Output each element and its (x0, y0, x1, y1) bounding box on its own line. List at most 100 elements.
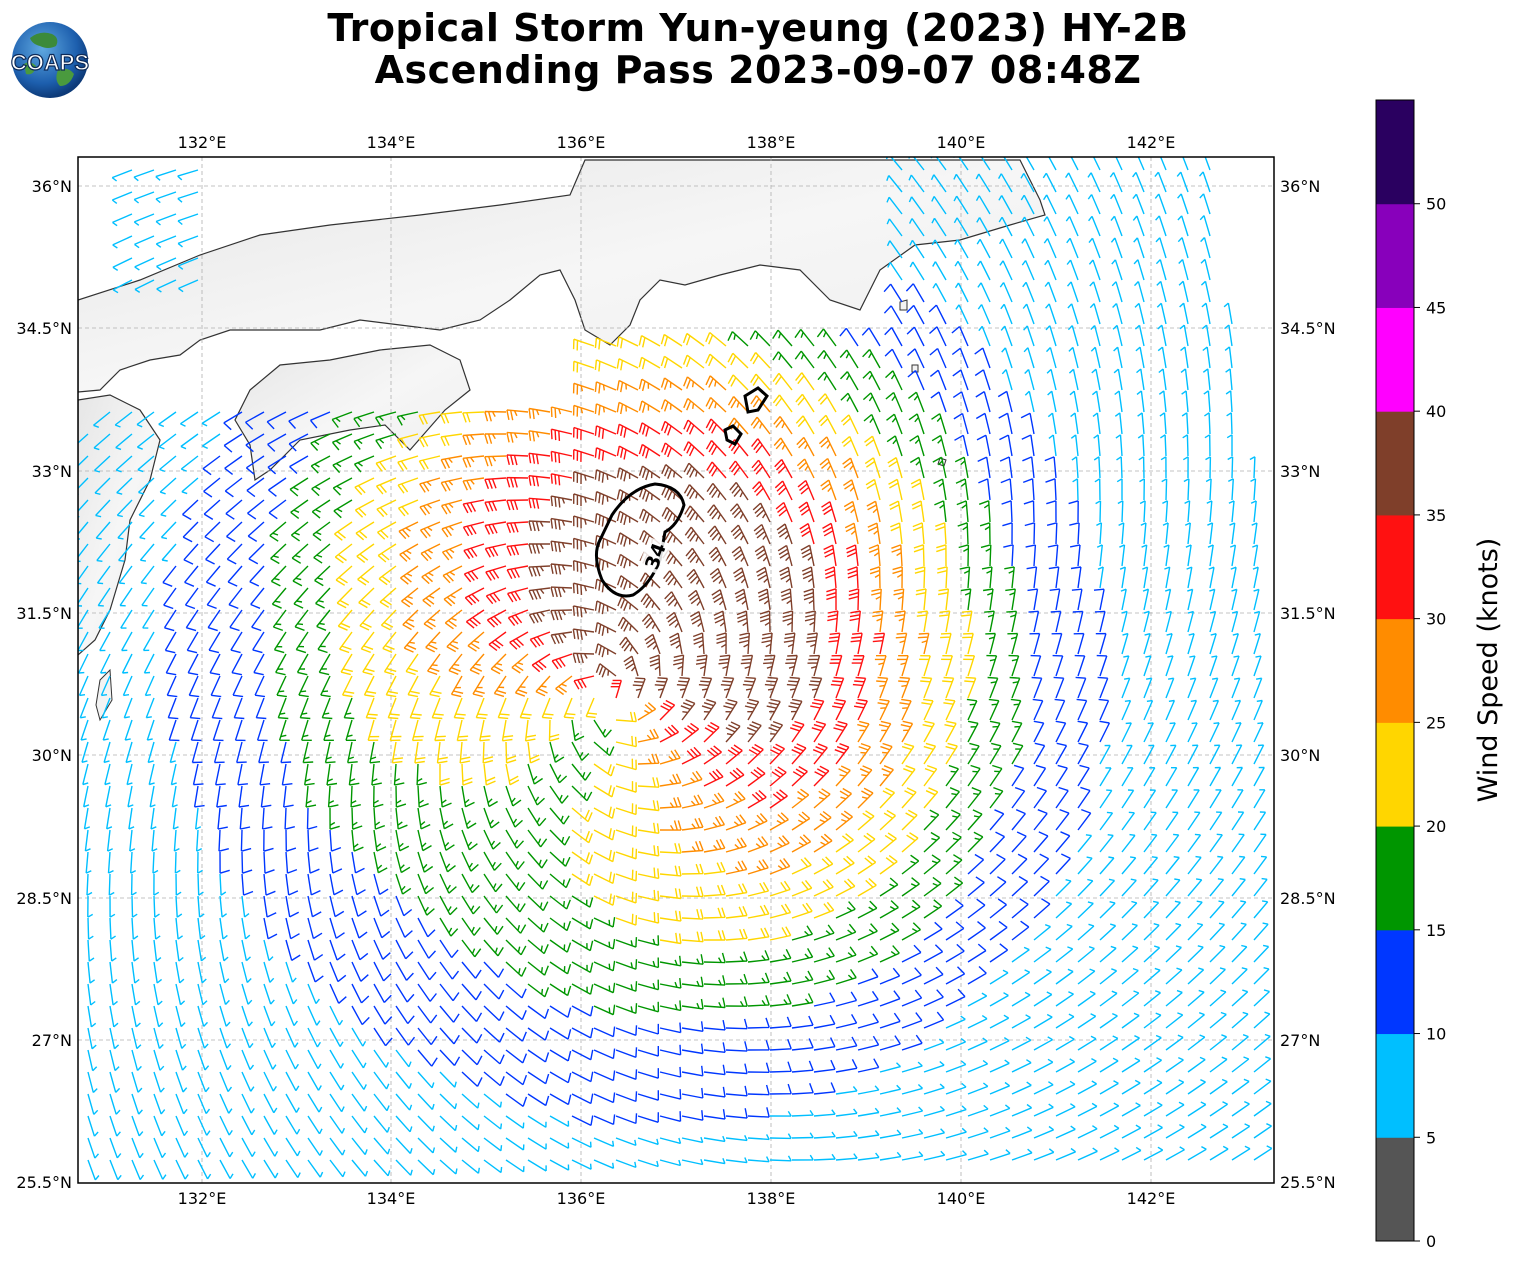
wind-barb (615, 781, 637, 793)
wind-barb (208, 631, 221, 654)
wind-barb (639, 572, 661, 589)
wind-barb (395, 807, 408, 830)
wind-barb (1033, 991, 1053, 1007)
colorbar-segment (1376, 618, 1414, 723)
wind-barb (638, 422, 661, 437)
wind-barb (956, 500, 969, 523)
wind-barb (959, 566, 971, 589)
wind-barb (343, 697, 355, 720)
wind-barb (785, 654, 798, 677)
wind-barb (417, 917, 436, 938)
wind-barb (857, 1013, 879, 1029)
wind-barb (929, 369, 947, 391)
wind-barb (1253, 633, 1261, 655)
wind-barb (307, 917, 323, 940)
wind-barb (218, 829, 229, 852)
wind-barb (417, 895, 435, 916)
wind-barb (345, 719, 356, 741)
wind-barb (1226, 434, 1233, 456)
wind-barb (341, 675, 355, 698)
wind-barb (1187, 1079, 1206, 1095)
wind-barb (467, 631, 485, 652)
wind-barb (320, 675, 331, 698)
wind-barb (615, 1091, 638, 1103)
wind-barb (1231, 878, 1246, 897)
wind-barb (593, 1026, 616, 1038)
wind-barb (813, 901, 835, 919)
wind-barb (958, 544, 970, 567)
wind-barb (461, 1137, 480, 1153)
wind-barb (953, 173, 969, 193)
wind-barb (954, 434, 969, 457)
wind-barb (138, 499, 155, 518)
wind-barb (365, 697, 378, 720)
wind-barb (1143, 1124, 1163, 1139)
wind-barb (507, 609, 529, 627)
wind-barb (302, 741, 314, 764)
wind-barb (1043, 216, 1057, 237)
wind-barb (945, 1060, 967, 1073)
wind-barb (786, 676, 801, 699)
colorbar-segment (1376, 929, 1414, 1035)
wind-barb (1070, 412, 1079, 435)
wind-barb (1164, 588, 1172, 611)
wind-barb (285, 851, 298, 874)
wind-barb (175, 1137, 189, 1158)
wind-barb (197, 961, 207, 984)
wind-barb (1099, 1124, 1120, 1139)
wind-barb (87, 1071, 98, 1093)
wind-barb (908, 218, 925, 237)
wind-barb (817, 350, 837, 369)
wind-barb (857, 720, 870, 743)
wind-barb (1077, 808, 1092, 831)
wind-barb (615, 1113, 638, 1125)
wind-barb (440, 477, 463, 492)
wind-barb (1022, 456, 1035, 479)
wind-barb (997, 390, 1013, 413)
wind-barb (616, 510, 639, 526)
wind-barb (396, 433, 419, 449)
wind-barb (975, 195, 991, 215)
wind-barb (314, 565, 331, 587)
wind-barb (203, 499, 221, 520)
wind-barb (109, 983, 118, 1006)
lon-tick-bottom: 136°E (557, 1189, 606, 1208)
wind-barb (1187, 1056, 1206, 1073)
wind-barb (989, 876, 1007, 897)
wind-barb (94, 477, 111, 495)
wind-barb (357, 565, 375, 586)
colorbar-tick-label: 15 (1426, 921, 1446, 940)
wind-barb (431, 697, 444, 720)
wind-barb (1121, 1102, 1141, 1117)
wind-barb (1252, 544, 1259, 567)
wind-barb (1138, 456, 1145, 479)
lat-tick-right: 33°N (1280, 462, 1320, 481)
wind-barb (461, 1005, 483, 1022)
wind-barb (331, 433, 353, 451)
lat-tick-right: 36°N (1280, 177, 1320, 196)
wind-barb (1091, 368, 1101, 391)
wind-barb (483, 1049, 505, 1065)
wind-barb (593, 1004, 616, 1016)
wind-barb (705, 440, 727, 457)
wind-barb (351, 917, 368, 939)
wind-barb (1118, 522, 1125, 545)
wind-barb (484, 455, 507, 467)
wind-barb (263, 1093, 278, 1114)
wind-barb (908, 196, 925, 215)
wind-barb (144, 675, 155, 697)
wind-barb (484, 543, 507, 558)
wind-barb (1143, 677, 1153, 699)
wind-barb (219, 1093, 233, 1114)
wind-barb (1099, 1035, 1119, 1051)
wind-barb (1165, 945, 1182, 963)
wind-barb (839, 371, 859, 391)
wind-barb (143, 653, 155, 674)
wind-barb (729, 481, 749, 501)
wind-barb (676, 677, 691, 699)
wind-barb (146, 719, 155, 741)
wind-barb (923, 1150, 946, 1161)
wind-barb (527, 1071, 550, 1085)
wind-barb (1209, 1034, 1228, 1051)
wind-barb (417, 1005, 438, 1024)
